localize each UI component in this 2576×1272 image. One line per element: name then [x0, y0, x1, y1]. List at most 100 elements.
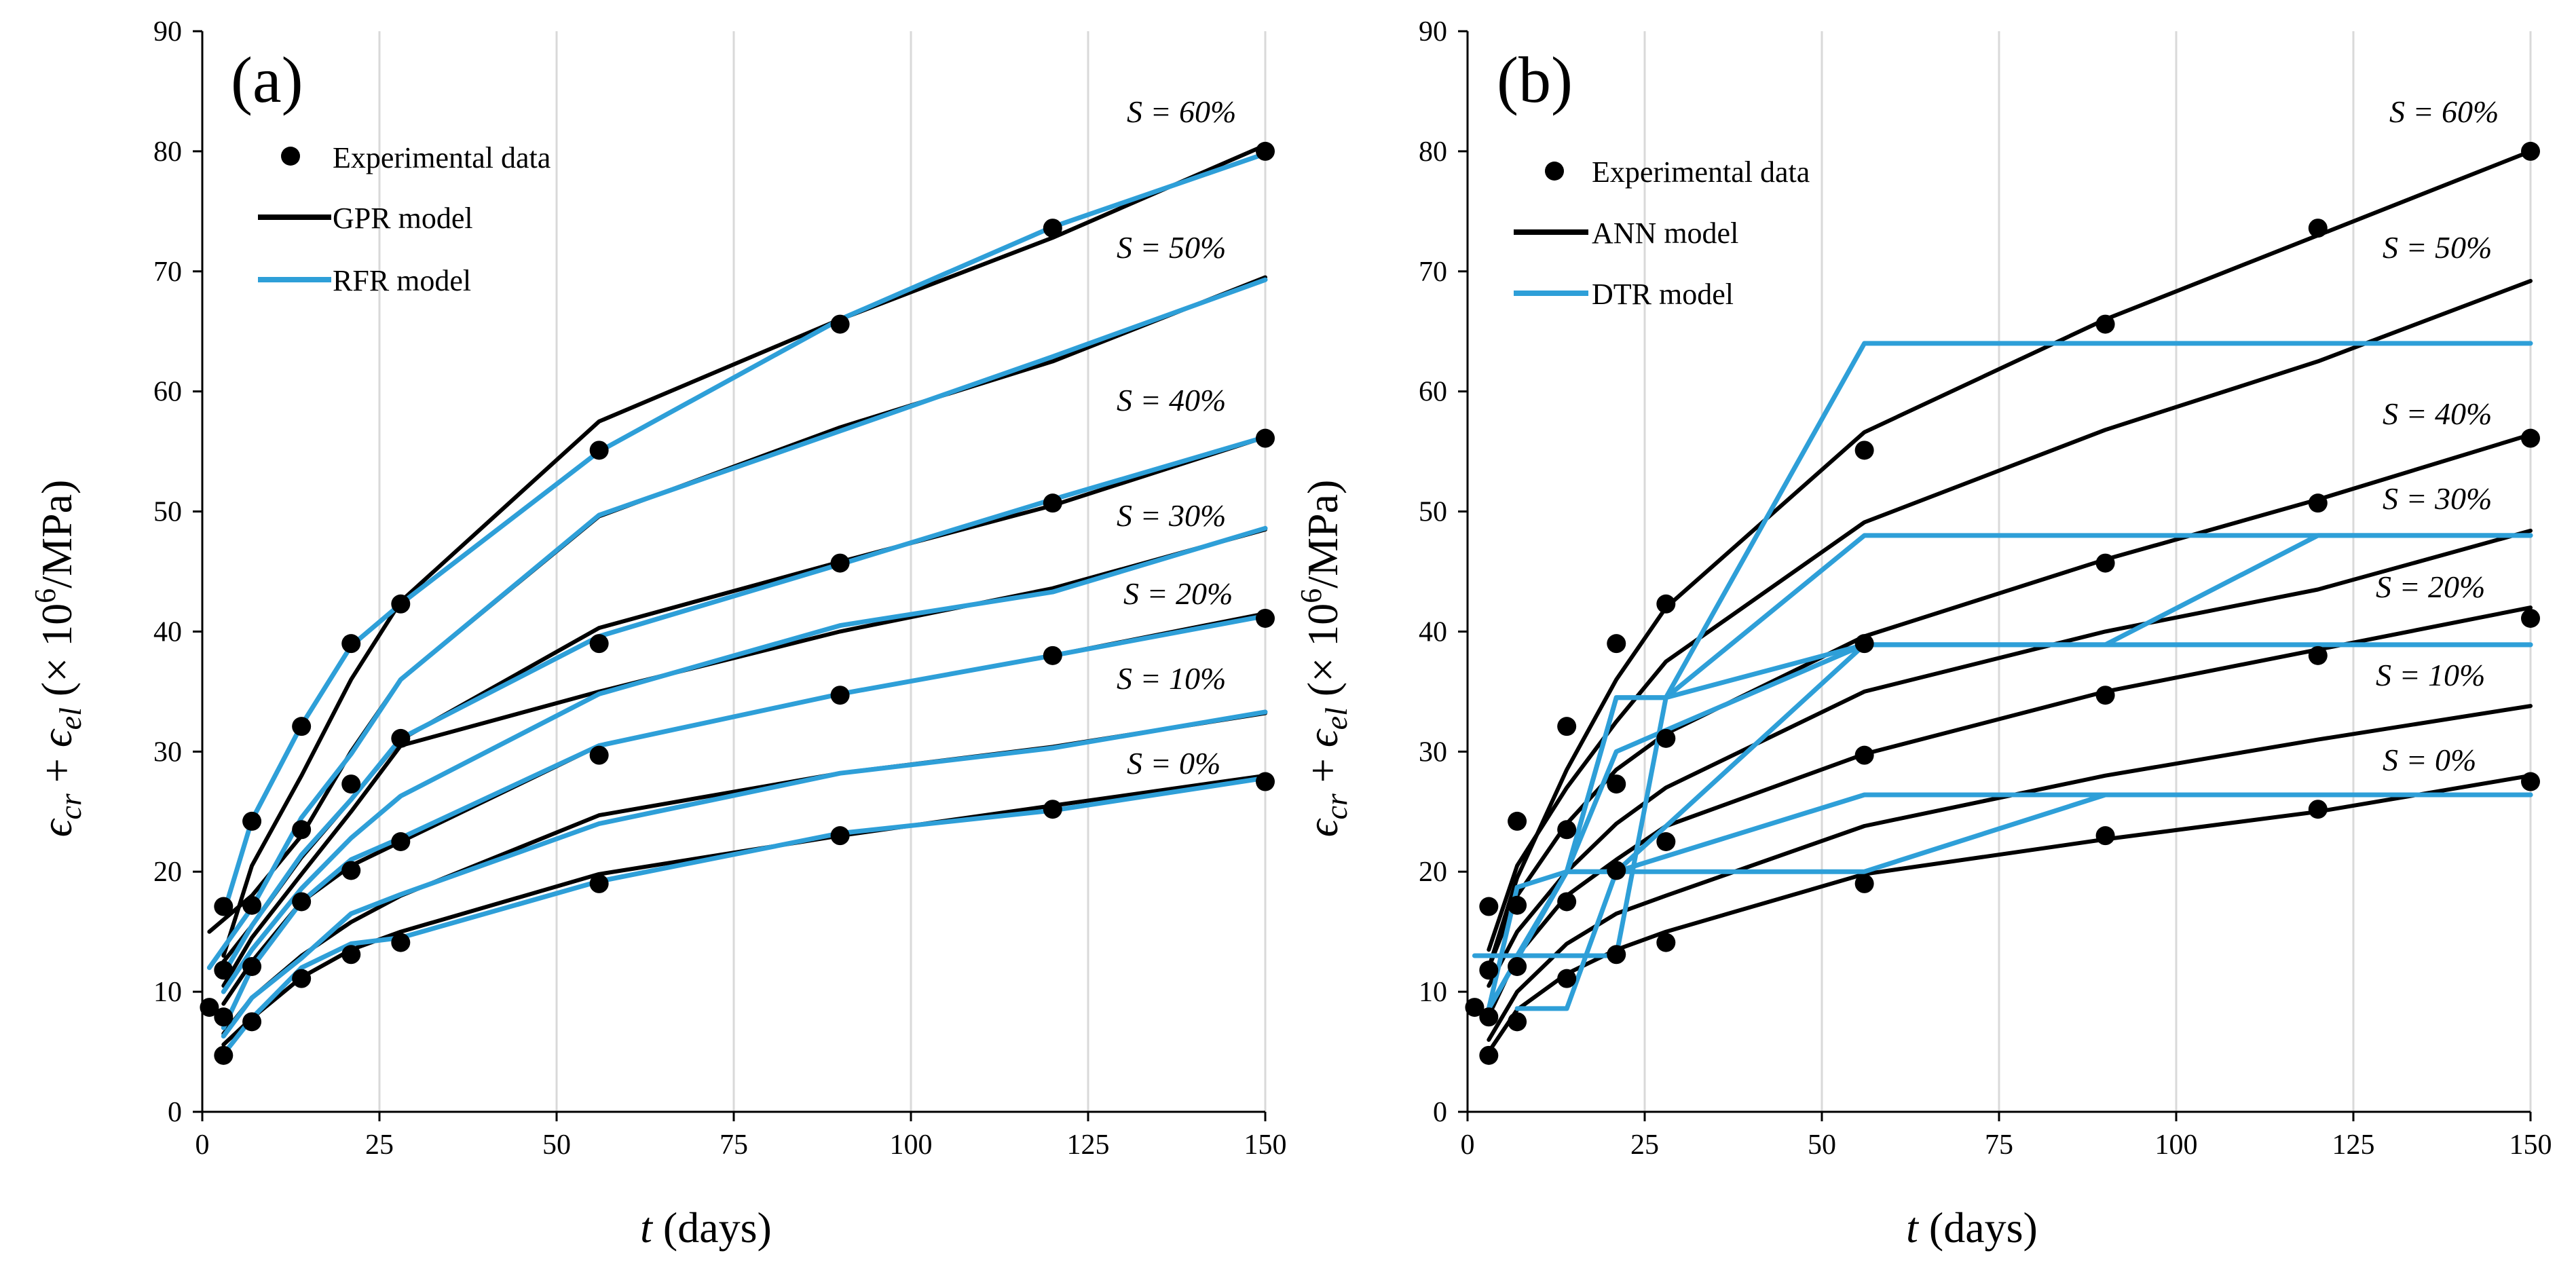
experimental-point-22 — [1854, 745, 1874, 765]
y-tick-label-5: 50 — [153, 497, 182, 528]
experimental-point-23 — [1854, 634, 1874, 654]
y-tick-label-6: 60 — [153, 377, 182, 408]
y-tick-label-0: 0 — [1433, 1097, 1447, 1128]
experimental-point-4 — [214, 897, 234, 916]
y-tick-label-5: 50 — [1419, 497, 1447, 528]
experimental-point-21 — [1854, 874, 1874, 893]
experimental-point-23 — [589, 634, 609, 654]
experimental-point-34 — [2521, 608, 2540, 628]
rfr-model-curve-1 — [221, 709, 1268, 1039]
experimental-point-4 — [1479, 897, 1499, 916]
experimental-point-17 — [391, 933, 411, 952]
x-tick-label-6: 150 — [2509, 1129, 2552, 1161]
panel-label: (a) — [231, 43, 303, 116]
experimental-point-29 — [1043, 800, 1062, 819]
curve-label-60: S = 60% — [1127, 94, 1236, 129]
experimental-point-33 — [2521, 772, 2540, 791]
experimental-point-26 — [830, 686, 850, 705]
ann-model-curve-0 — [1487, 773, 2533, 1054]
experimental-point-28 — [2095, 314, 2115, 334]
experimental-point-33 — [1256, 772, 1275, 791]
x-tick-label-0: 0 — [1461, 1129, 1475, 1161]
y-tick-label-1: 10 — [153, 977, 182, 1008]
experimental-point-24 — [589, 441, 609, 460]
curve-label-10: S = 10% — [2376, 658, 2485, 692]
legend-marker-experimental — [281, 147, 300, 166]
experimental-point-16 — [1607, 634, 1626, 654]
experimental-point-24 — [1854, 441, 1874, 460]
curve-labels: S = 60% S = 50% S = 40% S = 30% S = 20% … — [1117, 94, 1236, 781]
experimental-point-32 — [1043, 219, 1062, 238]
experimental-point-20 — [1656, 594, 1676, 614]
legend-label-ann: ANN model — [1592, 217, 1738, 250]
experimental-point-26 — [2095, 686, 2115, 705]
legend-label-rfr: RFR model — [333, 264, 471, 297]
experimental-point-12 — [1557, 717, 1577, 736]
experimental-point-15 — [1607, 774, 1626, 794]
y-tick-label-9: 90 — [1419, 16, 1447, 48]
experimental-point-29 — [2308, 800, 2328, 819]
curve-label-10: S = 10% — [1117, 661, 1226, 696]
experimental-point-2 — [1479, 1007, 1499, 1027]
curve-label-40: S = 40% — [2383, 396, 2492, 431]
legend-label-gpr: GPR model — [333, 202, 473, 235]
experimental-point-31 — [2308, 493, 2328, 513]
y-tick-label-4: 40 — [1419, 616, 1447, 648]
experimental-point-11 — [1557, 820, 1577, 840]
experimental-point-7 — [242, 895, 262, 915]
y-tick-label-9: 90 — [153, 16, 182, 48]
curve-label-0: S = 0% — [2383, 743, 2476, 777]
experimental-point-3 — [1479, 960, 1499, 980]
experimental-point-35 — [2521, 428, 2540, 448]
experimental-point-8 — [242, 811, 262, 831]
y-tick-label-8: 80 — [1419, 136, 1447, 168]
x-axis-title: t (days) — [1906, 1203, 2038, 1252]
experimental-point-13 — [1607, 945, 1626, 965]
y-tick-label-3: 30 — [153, 736, 182, 768]
rfr-model-curve-5 — [206, 277, 1268, 971]
experimental-point-19 — [1656, 728, 1676, 748]
experimental-point-15 — [341, 774, 361, 794]
experimental-point-14 — [341, 861, 361, 880]
curve-label-30: S = 30% — [1117, 498, 1226, 533]
experimental-point-5 — [1508, 1012, 1527, 1032]
experimental-point-5 — [242, 1012, 262, 1032]
experimental-point-2 — [214, 1007, 234, 1027]
x-tick-label-6: 150 — [1244, 1129, 1287, 1161]
ann-model-curve-3 — [1487, 528, 2533, 988]
x-axis-title: t (days) — [640, 1203, 772, 1252]
curve-label-50: S = 50% — [2383, 230, 2492, 265]
x-tick-label-2: 50 — [1808, 1129, 1836, 1161]
curve-label-40: S = 40% — [1117, 383, 1226, 417]
experimental-point-0 — [1465, 998, 1485, 1017]
experimental-point-12 — [292, 717, 312, 736]
legend: Experimental data GPR model RFR model — [258, 141, 550, 297]
y-tick-label-7: 70 — [1419, 257, 1447, 288]
x-tick-label-4: 100 — [2155, 1129, 2198, 1161]
experimental-point-17 — [1656, 933, 1676, 952]
x-tick-label-5: 125 — [1067, 1129, 1110, 1161]
experimental-point-8 — [1508, 811, 1527, 831]
experimental-point-9 — [292, 969, 312, 988]
experimental-point-20 — [391, 594, 411, 614]
experimental-point-6 — [242, 956, 262, 976]
y-tick-label-2: 20 — [1419, 857, 1447, 888]
curve-labels: S = 60% S = 50% S = 40% S = 30% S = 20% … — [2376, 94, 2499, 777]
experimental-point-22 — [589, 745, 609, 765]
x-tick-label-0: 0 — [195, 1129, 210, 1161]
y-tick-label-2: 20 — [153, 857, 182, 888]
y-tick-label-3: 30 — [1419, 736, 1447, 768]
y-axis-title: ϵcr + ϵel (× 106/MPa) — [1294, 480, 1354, 838]
experimental-point-28 — [830, 314, 850, 334]
experimental-point-25 — [2095, 826, 2115, 846]
experimental-point-36 — [1256, 141, 1275, 161]
experimental-point-30 — [1043, 646, 1062, 665]
experimental-point-9 — [1557, 969, 1577, 988]
x-tick-label-3: 75 — [1985, 1129, 2013, 1161]
experimental-point-31 — [1043, 493, 1062, 513]
experimental-point-35 — [1256, 428, 1275, 448]
legend-label-dtr: DTR model — [1592, 278, 1734, 311]
